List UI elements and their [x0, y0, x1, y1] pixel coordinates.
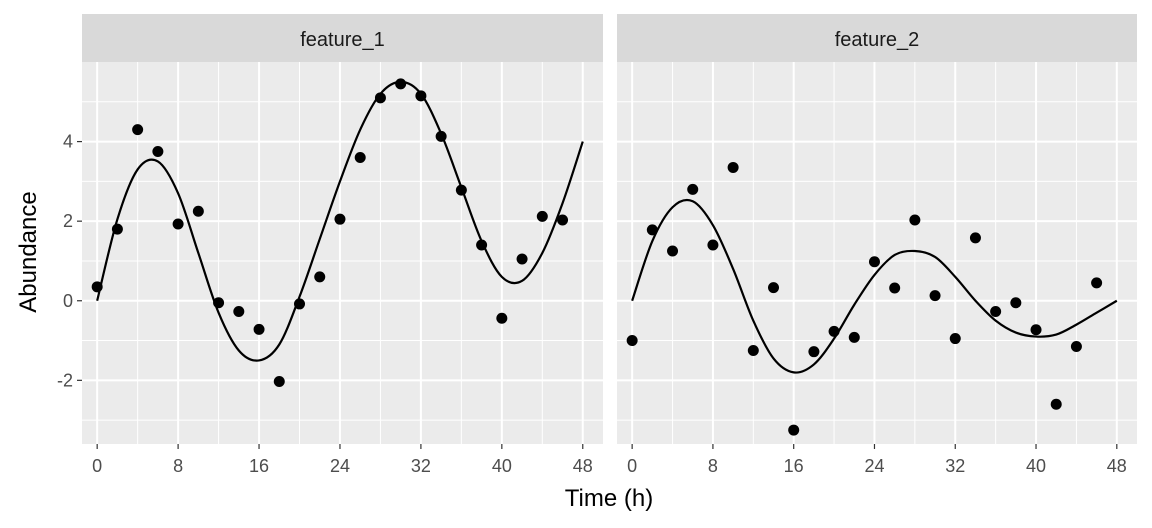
data-point: [294, 298, 306, 310]
data-point: [132, 124, 144, 136]
data-point: [909, 214, 921, 226]
panels: feature_1 0 8 16 24 32 40 48 feature_2 0 8 16 24 32 40…: [82, 14, 1137, 476]
x-tick-label: 0: [92, 456, 102, 476]
data-point: [768, 282, 780, 294]
facet-strip-label: feature_1: [300, 29, 385, 51]
data-point: [990, 305, 1002, 317]
data-point: [476, 239, 488, 251]
data-point: [646, 224, 658, 236]
data-point: [889, 282, 901, 294]
x-tick-label: 40: [492, 456, 512, 476]
data-point: [1050, 398, 1062, 410]
x-tick-label: 8: [708, 456, 718, 476]
data-point: [192, 205, 204, 217]
panel-feature_1: feature_1 0 8 16 24 32 40 48: [82, 14, 603, 476]
data-point: [727, 161, 739, 173]
panel-background: [617, 62, 1137, 444]
data-point: [969, 232, 981, 244]
facet-strip: [82, 14, 603, 62]
data-point: [808, 346, 820, 358]
data-point: [848, 331, 860, 343]
data-point: [828, 325, 840, 337]
x-tick-label: 8: [173, 456, 183, 476]
y-axis-title: Abundance: [15, 191, 42, 312]
x-axis-title: Time (h): [565, 485, 653, 512]
data-point: [626, 335, 638, 347]
data-point: [1030, 324, 1042, 336]
data-point: [253, 323, 265, 335]
data-point: [747, 344, 759, 356]
data-point: [374, 92, 386, 104]
data-point: [788, 424, 800, 436]
data-point: [687, 183, 699, 195]
data-point: [111, 223, 123, 235]
data-point: [949, 333, 961, 345]
data-point: [415, 90, 427, 102]
x-tick-label: 0: [627, 456, 637, 476]
y-axis: -2 0 2 4: [57, 132, 82, 390]
data-point: [395, 78, 407, 90]
y-tick-label: 4: [63, 132, 73, 152]
data-point: [354, 152, 366, 163]
x-tick-label: 32: [945, 456, 965, 476]
data-point: [314, 271, 326, 283]
data-point: [667, 245, 679, 257]
data-point: [455, 184, 467, 196]
data-point: [1091, 277, 1103, 289]
fitted-curve: [96, 80, 584, 362]
panel-background: [82, 62, 603, 444]
data-point: [91, 281, 103, 293]
data-point: [496, 312, 508, 324]
data-point: [868, 256, 880, 268]
x-tick-label: 40: [1026, 456, 1046, 476]
panel-feature_2: feature_2 0 8 16 24 32 40 48: [617, 14, 1137, 476]
fitted-curve: [631, 198, 1118, 374]
x-tick-label: 48: [573, 456, 593, 476]
x-tick-label: 16: [249, 456, 269, 476]
data-point: [536, 210, 548, 222]
data-point: [707, 239, 719, 251]
y-tick-label: 2: [63, 211, 73, 231]
facet-strip-label: feature_2: [835, 29, 920, 51]
data-point: [334, 213, 346, 225]
facet-strip: [617, 14, 1137, 62]
data-point: [1070, 341, 1082, 353]
data-point: [557, 214, 569, 226]
data-point: [213, 297, 225, 309]
data-point: [233, 305, 245, 317]
x-tick-label: 16: [784, 456, 804, 476]
data-point: [172, 218, 184, 230]
data-point: [929, 290, 941, 302]
data-point: [152, 146, 164, 158]
x-tick-label: 32: [411, 456, 431, 476]
data-point: [516, 253, 528, 265]
data-point: [435, 130, 447, 142]
y-tick-label: -2: [57, 370, 73, 390]
data-point: [273, 376, 285, 388]
y-tick-label: 0: [63, 291, 73, 311]
x-tick-label: 24: [864, 456, 884, 476]
x-tick-label: 48: [1107, 456, 1127, 476]
data-point: [1010, 297, 1022, 309]
x-tick-label: 24: [330, 456, 350, 476]
